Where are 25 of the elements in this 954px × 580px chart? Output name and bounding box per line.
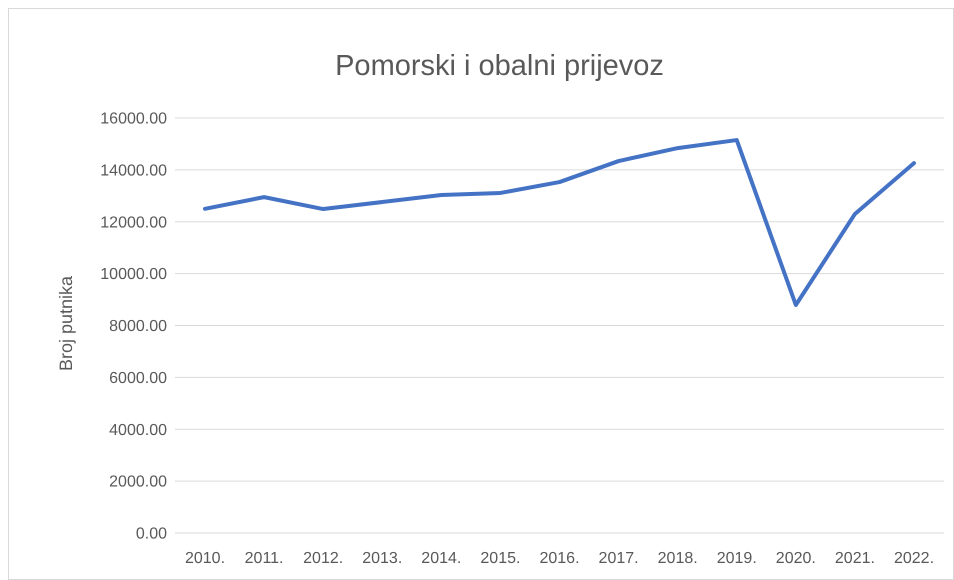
x-tick-label: 2020.: [776, 550, 816, 567]
y-tick-label: 10000.00: [100, 266, 168, 284]
y-tick-label: 0.00: [136, 526, 168, 543]
x-tick-label: 2022.: [894, 550, 934, 567]
y-tick-label: 8000.00: [109, 318, 168, 336]
y-tick-label: 6000.00: [109, 370, 168, 387]
chart-title: Pomorski i obalni prijevoz: [335, 50, 664, 82]
y-axis-title: Broj putnika: [56, 274, 76, 372]
x-tick-label: 2016.: [539, 550, 580, 567]
x-tick-label: 2021.: [834, 550, 875, 567]
y-tick-label: 12000.00: [100, 214, 168, 232]
x-tick-label: 2010.: [184, 550, 226, 567]
y-tick-label: 16000.00: [100, 110, 168, 128]
x-tick-label: 2018.: [658, 550, 698, 567]
x-tick-label: 2011.: [244, 550, 284, 567]
x-tick-label: 2013.: [362, 550, 402, 567]
x-tick-label: 2015.: [480, 550, 520, 567]
x-tick-label: 2019.: [716, 550, 757, 567]
y-tick-label: 2000.00: [109, 474, 168, 491]
y-tick-label: 4000.00: [109, 422, 168, 439]
y-tick-label: 14000.00: [100, 162, 168, 180]
x-tick-label: 2017.: [598, 550, 639, 567]
line-series: [203, 138, 916, 308]
x-tick-label: 2014.: [421, 550, 462, 567]
x-tick-label: 2012.: [303, 550, 344, 567]
